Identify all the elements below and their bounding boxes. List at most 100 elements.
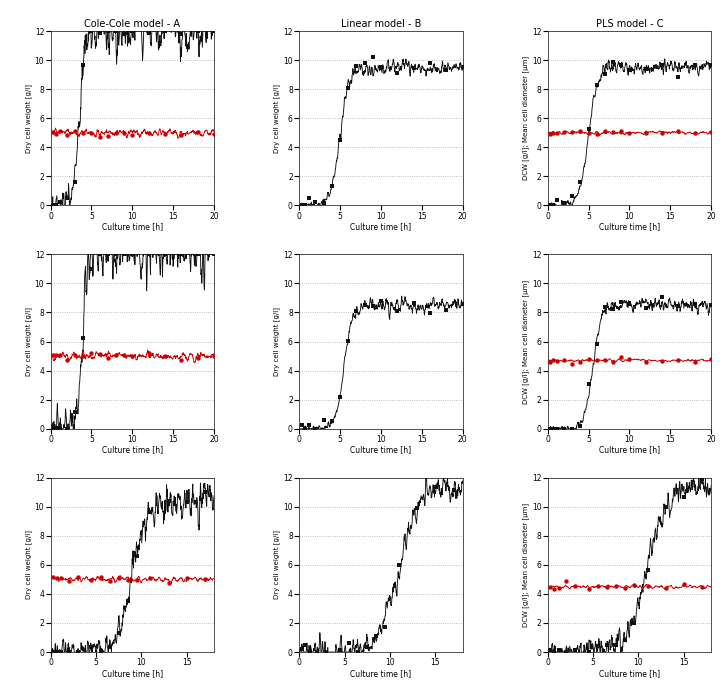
Point xyxy=(300,639,311,650)
Point xyxy=(181,496,193,507)
Point xyxy=(607,357,619,368)
Point xyxy=(192,353,204,364)
Point xyxy=(583,379,594,390)
Point xyxy=(160,249,171,260)
Point xyxy=(566,127,578,138)
Point xyxy=(47,127,58,138)
Point xyxy=(160,26,171,37)
Point xyxy=(544,200,556,211)
Point xyxy=(199,574,211,585)
Point xyxy=(412,503,423,514)
Point xyxy=(380,621,391,632)
X-axis label: Culture time [h]: Culture time [h] xyxy=(599,222,660,231)
Point xyxy=(583,354,594,365)
Point xyxy=(144,573,156,584)
Point xyxy=(326,180,338,191)
Point xyxy=(55,197,66,208)
Point xyxy=(296,644,308,655)
Point xyxy=(673,125,684,136)
Point xyxy=(51,647,63,658)
Point xyxy=(624,299,635,310)
Point xyxy=(566,358,578,369)
Point xyxy=(448,485,459,496)
Point xyxy=(126,351,138,362)
Point xyxy=(77,332,89,343)
Y-axis label: Dry cell weight [g/l]: Dry cell weight [g/l] xyxy=(25,83,32,152)
Point xyxy=(175,249,187,260)
Point xyxy=(69,126,81,137)
Point xyxy=(199,486,211,497)
Point xyxy=(362,641,373,652)
Point xyxy=(69,407,81,418)
Point xyxy=(51,349,62,360)
Point xyxy=(558,197,570,208)
Point xyxy=(430,482,441,493)
Point xyxy=(440,65,452,76)
Point xyxy=(359,58,370,69)
Point xyxy=(86,264,97,275)
Point xyxy=(640,128,651,139)
Point xyxy=(615,60,627,71)
Point xyxy=(343,638,355,649)
Point xyxy=(55,350,66,361)
Point xyxy=(553,645,565,656)
Point xyxy=(544,423,556,434)
Point xyxy=(163,578,175,589)
Point xyxy=(640,356,651,367)
Point xyxy=(318,415,329,426)
Y-axis label: Dry cell weight [g/l]: Dry cell weight [g/l] xyxy=(25,307,32,376)
Point xyxy=(126,249,138,260)
Point xyxy=(55,126,66,137)
X-axis label: Culture time [h]: Culture time [h] xyxy=(102,446,163,455)
Point xyxy=(678,491,690,502)
Point xyxy=(547,423,559,434)
X-axis label: Culture time [h]: Culture time [h] xyxy=(350,669,412,678)
Point xyxy=(47,423,58,434)
Point xyxy=(47,350,58,361)
Point xyxy=(628,617,640,628)
Point xyxy=(370,631,382,642)
Point xyxy=(583,127,594,138)
Point xyxy=(424,307,435,318)
Point xyxy=(552,127,563,138)
Point xyxy=(391,68,403,79)
Point xyxy=(61,354,73,365)
Point xyxy=(615,296,627,307)
Point xyxy=(113,573,124,584)
Point xyxy=(48,647,59,658)
Point xyxy=(163,495,175,506)
Point xyxy=(547,200,559,211)
Point xyxy=(592,641,604,652)
Point xyxy=(566,423,578,434)
Text: KMB03 - B: KMB03 - B xyxy=(299,481,342,490)
Point xyxy=(601,582,612,593)
Text: KMB02 - A: KMB02 - A xyxy=(51,258,94,267)
Point xyxy=(544,128,556,139)
Point xyxy=(160,350,171,361)
Point xyxy=(424,57,435,68)
Point xyxy=(457,298,469,309)
Point xyxy=(55,423,66,434)
Point xyxy=(310,197,321,208)
Point xyxy=(143,128,155,139)
Point xyxy=(61,423,73,434)
Point xyxy=(689,128,700,139)
Point xyxy=(118,350,130,361)
Point xyxy=(72,571,84,582)
X-axis label: Culture time [h]: Culture time [h] xyxy=(350,222,412,231)
Point xyxy=(342,83,354,94)
Point xyxy=(104,642,116,653)
Point xyxy=(705,300,717,311)
Point xyxy=(110,349,122,360)
Point xyxy=(610,640,622,651)
Point xyxy=(610,581,622,592)
Point xyxy=(558,423,570,434)
Point xyxy=(640,302,651,313)
Point xyxy=(642,565,653,576)
Point xyxy=(94,28,105,39)
Point xyxy=(547,355,559,366)
Point xyxy=(304,647,316,658)
Point xyxy=(104,575,116,586)
Point xyxy=(77,351,89,362)
Point xyxy=(696,582,708,593)
